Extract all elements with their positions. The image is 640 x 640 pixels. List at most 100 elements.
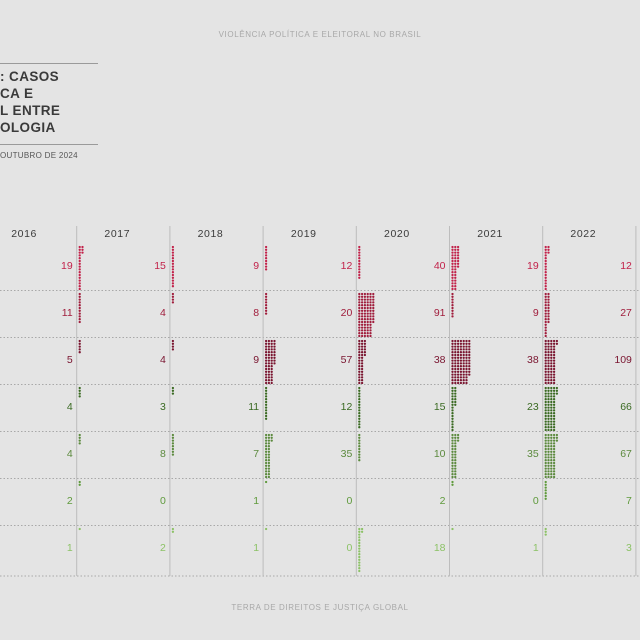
case-dot	[267, 367, 271, 371]
case-dot	[454, 276, 457, 279]
case-dot	[544, 480, 547, 484]
case-dot	[358, 400, 361, 404]
case-dot	[264, 292, 268, 296]
case-dot	[267, 473, 271, 476]
case-dot	[552, 376, 556, 379]
case-dot	[366, 312, 369, 315]
case-dot	[81, 248, 84, 251]
case-dot	[171, 282, 175, 285]
case-dot	[465, 345, 468, 348]
case-dot	[171, 245, 175, 249]
case-dot	[363, 295, 367, 298]
case-dot	[451, 406, 454, 409]
case-dot	[264, 353, 268, 357]
case-dot	[547, 301, 550, 304]
source-footer: TERRA DE DIREITOS E JUSTIÇA GLOBAL	[231, 603, 409, 612]
case-dot	[544, 259, 547, 263]
case-dot	[550, 464, 553, 467]
case-dot	[358, 301, 361, 304]
case-dot	[264, 362, 268, 365]
case-dot	[465, 351, 468, 354]
case-dot	[264, 356, 268, 359]
case-dot	[451, 301, 454, 304]
case-dot	[550, 423, 553, 426]
case-count: 35	[341, 448, 353, 460]
case-dot	[456, 367, 460, 371]
case-dot	[267, 348, 271, 351]
case-dot	[366, 326, 369, 329]
case-count: 57	[341, 354, 353, 366]
case-dot	[360, 367, 364, 371]
case-dot	[462, 370, 465, 373]
case-dot	[454, 473, 457, 476]
case-dot	[456, 353, 460, 357]
case-dot	[544, 436, 547, 439]
case-dot	[454, 389, 457, 392]
case-dot	[360, 345, 364, 348]
case-dot	[78, 439, 81, 442]
case-dot	[363, 318, 367, 321]
case-dot	[264, 370, 268, 373]
case-dot	[270, 362, 273, 365]
case-dot	[171, 530, 175, 533]
case-count: 0	[533, 495, 539, 507]
case-dot	[273, 356, 276, 359]
case-dot	[363, 332, 367, 335]
case-dot	[360, 353, 364, 357]
case-dot	[358, 367, 361, 371]
case-dot	[547, 389, 550, 392]
case-dot	[454, 282, 457, 285]
report-header: VIOLÊNCIA POLÍTICA E ELEITORAL NO BRASIL	[218, 30, 422, 39]
case-dot	[264, 398, 268, 401]
case-dot	[267, 376, 271, 379]
case-dot	[267, 467, 271, 470]
case-dot	[366, 306, 369, 310]
case-dot	[544, 475, 547, 479]
case-dot	[547, 370, 550, 373]
case-dot	[552, 459, 556, 462]
case-dot	[544, 345, 547, 348]
case-dot	[358, 379, 361, 382]
case-dot	[358, 453, 361, 456]
case-dot	[459, 348, 463, 351]
case-dot	[78, 342, 81, 345]
case-dot	[451, 285, 454, 288]
case-dot	[451, 475, 454, 479]
case-dot	[264, 480, 268, 484]
case-dot	[544, 450, 547, 453]
case-dot	[552, 370, 556, 373]
case-dot	[544, 459, 547, 462]
case-dot	[360, 381, 364, 385]
case-dot	[465, 376, 468, 379]
case-dot	[78, 295, 81, 298]
year-header: 2016	[11, 228, 37, 240]
case-dot	[550, 365, 553, 368]
case-dot	[273, 353, 276, 357]
case-dot	[544, 473, 547, 476]
case-dot	[358, 257, 361, 260]
case-dot	[544, 287, 547, 291]
case-dot	[358, 409, 361, 412]
case-dot	[547, 306, 550, 310]
case-dot	[358, 395, 361, 398]
case-dot	[456, 379, 460, 382]
case-dot	[547, 406, 550, 409]
case-dot	[544, 282, 547, 285]
case-dot	[264, 392, 268, 395]
case-dot	[547, 395, 550, 398]
case-dot	[468, 348, 471, 351]
case-dot	[468, 367, 471, 371]
case-dot	[544, 489, 547, 492]
case-dot	[264, 450, 268, 453]
case-dot	[451, 304, 454, 307]
case-count: 15	[434, 401, 446, 413]
case-dot	[360, 326, 364, 329]
case-dot	[454, 475, 457, 479]
case-dot	[372, 315, 375, 318]
case-dot	[451, 259, 454, 263]
case-dot	[451, 339, 454, 343]
case-dot	[451, 433, 454, 437]
case-dot	[454, 365, 457, 368]
case-dot	[451, 395, 454, 398]
case-dot	[544, 348, 547, 351]
